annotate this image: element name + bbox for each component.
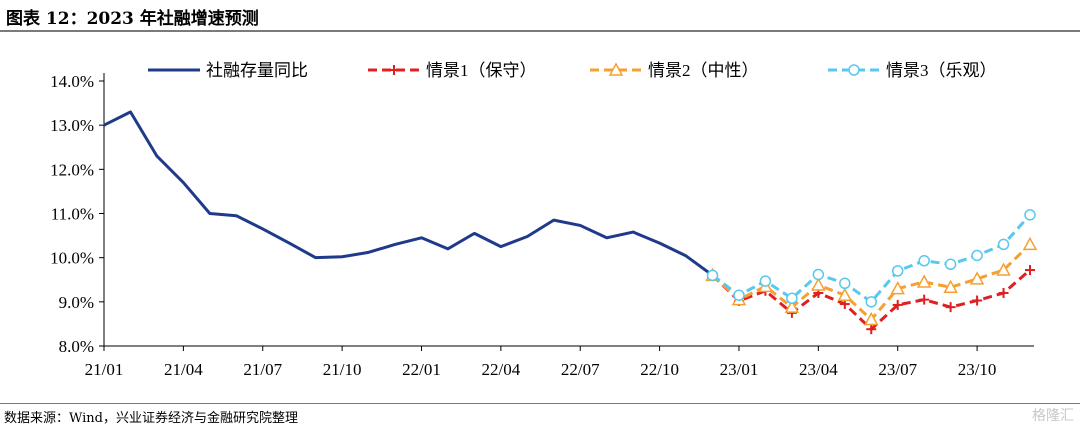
- y-tick-label: 8.0%: [59, 337, 94, 356]
- y-tick-label: 10.0%: [50, 249, 94, 268]
- x-tick-label: 22/04: [481, 360, 520, 379]
- series-4: [706, 209, 1036, 308]
- bottom-rule: [0, 403, 1080, 404]
- data-point: [759, 275, 772, 287]
- top-rule: [0, 30, 1080, 32]
- data-point: [706, 269, 719, 282]
- series-line: [103, 110, 714, 277]
- x-tick-label: 21/07: [243, 360, 282, 379]
- data-point: [1024, 209, 1036, 221]
- legend-item: 情景1（保守）: [368, 61, 537, 80]
- legend-item: 情景2（中性）: [590, 61, 759, 80]
- data-point: [812, 268, 825, 281]
- data-point: [916, 274, 932, 288]
- line-chart: 8.0% 9.0% 10.0% 11.0% 12.0% 13.0% 14.0% 21/01 21…: [50, 61, 1038, 379]
- y-tick-label: 14.0%: [50, 72, 94, 91]
- y-tick-label: 12.0%: [50, 160, 94, 179]
- legend: 社融存量同比 情景1（保守） 情景2（中性） 情景3（乐观）: [148, 61, 997, 80]
- data-point: [997, 238, 1010, 251]
- x-tick-label: 22/01: [402, 360, 441, 379]
- source-note: 数据来源：Wind，兴业证券经济与金融研究院整理: [4, 411, 298, 426]
- x-tick-label: 23/01: [720, 360, 759, 379]
- data-point: [784, 299, 800, 313]
- legend-label: 情景2（中性）: [648, 61, 759, 80]
- x-tick-label: 21/01: [85, 360, 124, 379]
- data-point: [969, 271, 985, 285]
- data-point: [811, 277, 826, 291]
- axes: 8.0% 9.0% 10.0% 11.0% 12.0% 13.0% 14.0% 21/01 21…: [50, 72, 1034, 379]
- x-tick-label: 23/10: [958, 360, 997, 379]
- data-point: [1022, 236, 1038, 251]
- data-point: [733, 289, 745, 301]
- x-tick-label: 22/07: [561, 360, 600, 379]
- data-point: [890, 281, 905, 295]
- chart-title: 图表 12：2023 年社融增速预测: [6, 9, 259, 29]
- series-3: [705, 236, 1038, 326]
- y-tick-label: 13.0%: [50, 116, 94, 135]
- data-point: [865, 296, 878, 308]
- x-tick-label: 22/10: [640, 360, 679, 379]
- y-tick-label: 9.0%: [59, 293, 94, 312]
- legend-label: 社融存量同比: [206, 61, 308, 80]
- watermark-logo: 格隆汇: [1032, 408, 1074, 424]
- x-tick-label: 21/04: [164, 360, 203, 379]
- data-point: [918, 255, 930, 267]
- data-point: [891, 265, 904, 277]
- data-point: [839, 277, 851, 290]
- legend-label: 情景1（保守）: [426, 61, 537, 80]
- data-point: [863, 311, 879, 326]
- legend-item: 情景3（乐观）: [828, 61, 997, 80]
- data-point: [837, 287, 853, 301]
- x-tick-label: 21/10: [323, 360, 362, 379]
- x-tick-label: 23/07: [878, 360, 917, 379]
- data-point: [786, 292, 798, 305]
- legend-item: 社融存量同比: [148, 61, 308, 80]
- series-lines: [103, 110, 1038, 335]
- data-point: [608, 62, 624, 76]
- data-point: [996, 262, 1011, 276]
- data-point: [943, 279, 958, 294]
- series-1: [103, 110, 714, 277]
- legend-label: 情景3（乐观）: [886, 61, 997, 80]
- x-tick-label: 23/04: [799, 360, 838, 379]
- data-point: [971, 249, 983, 262]
- y-tick-label: 11.0%: [51, 205, 94, 224]
- data-point: [944, 258, 957, 271]
- data-point: [848, 64, 860, 76]
